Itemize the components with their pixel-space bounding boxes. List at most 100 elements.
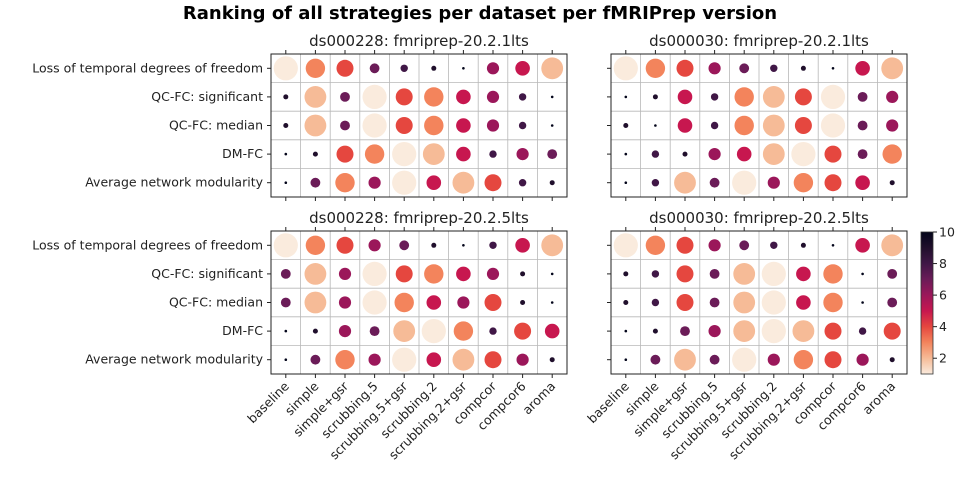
rank-dot [284,329,288,333]
rank-dot [452,171,475,194]
rank-dot [652,94,658,100]
x-tick-label: baseline [584,378,632,426]
rank-dot [800,242,806,248]
rank-dot [651,270,660,278]
rank-dot [824,351,842,369]
rank-dot [518,179,527,187]
rank-dot [310,354,321,365]
rank-dot [399,240,410,251]
rank-dot [518,93,527,101]
rank-dot [831,244,835,247]
y-tick-label: QC-FC: significant [151,266,263,281]
rank-dot [336,145,354,163]
rank-dot [887,269,898,279]
rank-dot [392,347,417,372]
rank-dot [362,261,387,286]
rank-dot [889,180,895,186]
colorbar-tick-label: 6 [939,288,947,303]
rank-dot [645,235,666,255]
rank-dot [395,265,413,283]
rank-dot [887,297,898,308]
rank-dot [514,322,532,340]
y-tick-label: QC-FC: median [169,295,263,310]
rank-dot [800,65,806,71]
rank-dot [654,124,657,127]
rank-dot [733,263,756,285]
rank-dot [650,354,661,365]
rank-dot [422,143,445,166]
rank-dot [856,353,869,366]
rank-dot [823,264,843,284]
x-tick-label: aroma [859,379,898,418]
rank-dot [489,327,497,335]
rank-dot [489,241,497,249]
rank-dot [855,61,870,76]
rank-dot [304,291,327,314]
rank-dot [613,233,638,258]
rank-dot [393,320,416,342]
rank-dot [426,352,442,368]
y-tick-label: Average network modularity [85,175,263,190]
rank-dot [424,115,444,136]
rank-dot [855,175,870,190]
rank-dot [304,86,327,108]
rank-dot [793,350,814,370]
rank-dot [676,265,694,283]
colorbar-ticks: 2 4 6 8 10 [933,225,955,366]
rank-dot [677,118,693,133]
rank-dot [855,238,870,253]
rank-dot [823,292,843,313]
rank-dot [883,322,901,340]
rank-dot [734,87,754,107]
y-tick-label: Loss of temporal degrees of freedom [32,60,263,75]
rank-dot [770,64,778,73]
rank-dot [395,117,413,134]
rank-dot [547,149,558,160]
rank-dot [456,146,471,162]
rank-dot [709,269,720,279]
rank-dot [761,319,786,344]
panel-4: ds000030: fmriprep-20.2.5ltsbaselinesimp… [584,209,908,462]
rank-dot [462,67,465,70]
rank-dot [484,351,502,369]
rank-dot [280,269,291,279]
colorbar-tick-label: 2 [939,351,947,366]
rank-dot [708,325,721,338]
rank-dot [824,174,842,192]
rank-dot [613,56,638,81]
rank-dot [335,173,355,193]
rank-dot [462,244,465,247]
rank-dot [335,350,355,370]
y-tick-label: QC-FC: significant [151,89,263,104]
rank-dot [520,271,526,277]
panels: ds000228: fmriprep-20.2.1lts Loss of temp… [32,32,908,462]
rank-dot [340,120,350,131]
rank-dot [456,89,471,105]
rank-dot [518,121,527,130]
rank-dot [431,65,437,71]
rank-dot [889,357,895,363]
y-tick-label: Loss of temporal degrees of freedom [32,237,263,252]
rank-dot [708,239,721,252]
rank-dot [549,357,555,363]
rank-dot [280,297,291,308]
rank-dot [858,327,867,335]
rank-dot [489,150,497,158]
colorbar: 2 4 6 8 10 [920,225,955,375]
rank-dot [652,328,658,334]
rank-dot [283,123,289,128]
rank-dot [882,144,902,164]
rank-dot [426,295,442,310]
rank-dot [709,354,720,365]
rank-dot [550,272,554,276]
colorbar-tick-label: 8 [939,256,947,271]
panel-1: ds000228: fmriprep-20.2.1lts Loss of temp… [32,32,568,201]
rank-dot [369,326,380,336]
y-tick-label: DM-FC [222,323,263,338]
rank-dot [674,348,696,371]
rank-dot [762,86,785,108]
rank-dot [284,358,288,362]
rank-dot [486,62,500,75]
rank-dot [881,57,904,80]
